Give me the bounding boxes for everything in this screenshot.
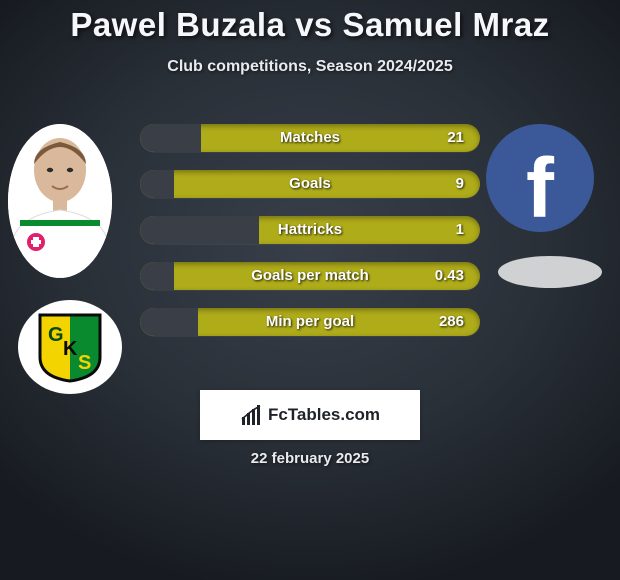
bar-value: 21 bbox=[447, 124, 464, 152]
fctables-logo-icon bbox=[240, 403, 264, 427]
svg-text:S: S bbox=[78, 352, 91, 374]
bar-label: Min per goal bbox=[140, 308, 480, 336]
bar-value: 0.43 bbox=[435, 262, 464, 290]
bar-label: Goals per match bbox=[140, 262, 480, 290]
svg-text:K: K bbox=[63, 338, 78, 360]
player2-avatar-facebook[interactable]: f bbox=[486, 124, 594, 232]
page-title: Pawel Buzala vs Samuel Mraz bbox=[0, 0, 620, 44]
content-root: Pawel Buzala vs Samuel Mraz Club competi… bbox=[0, 0, 620, 580]
svg-text:G: G bbox=[48, 324, 64, 346]
bar-label: Goals bbox=[140, 170, 480, 198]
stat-bar: Min per goal 286 bbox=[140, 308, 480, 336]
club-badge-icon: G K S bbox=[38, 311, 102, 383]
stat-bar: Hattricks 1 bbox=[140, 216, 480, 244]
bar-value: 9 bbox=[456, 170, 464, 198]
bar-value: 1 bbox=[456, 216, 464, 244]
stat-bar: Matches 21 bbox=[140, 124, 480, 152]
subtitle: Club competitions, Season 2024/2025 bbox=[0, 58, 620, 76]
footer-brand-text: FcTables.com bbox=[268, 405, 380, 425]
facebook-icon: f bbox=[526, 140, 554, 233]
bar-label: Hattricks bbox=[140, 216, 480, 244]
player1-club-badge: G K S bbox=[18, 300, 122, 394]
stat-bar: Goals per match 0.43 bbox=[140, 262, 480, 290]
footer-date: 22 february 2025 bbox=[0, 450, 620, 467]
player2-club-placeholder bbox=[498, 256, 602, 288]
player1-photo bbox=[8, 124, 112, 278]
bar-value: 286 bbox=[439, 308, 464, 336]
player1-silhouette-icon bbox=[8, 124, 112, 278]
footer-brand-box[interactable]: FcTables.com bbox=[200, 390, 420, 440]
bar-label: Matches bbox=[140, 124, 480, 152]
stat-bar: Goals 9 bbox=[140, 170, 480, 198]
stat-bars: Matches 21 Goals 9 Hattricks 1 Goals per… bbox=[140, 124, 480, 354]
